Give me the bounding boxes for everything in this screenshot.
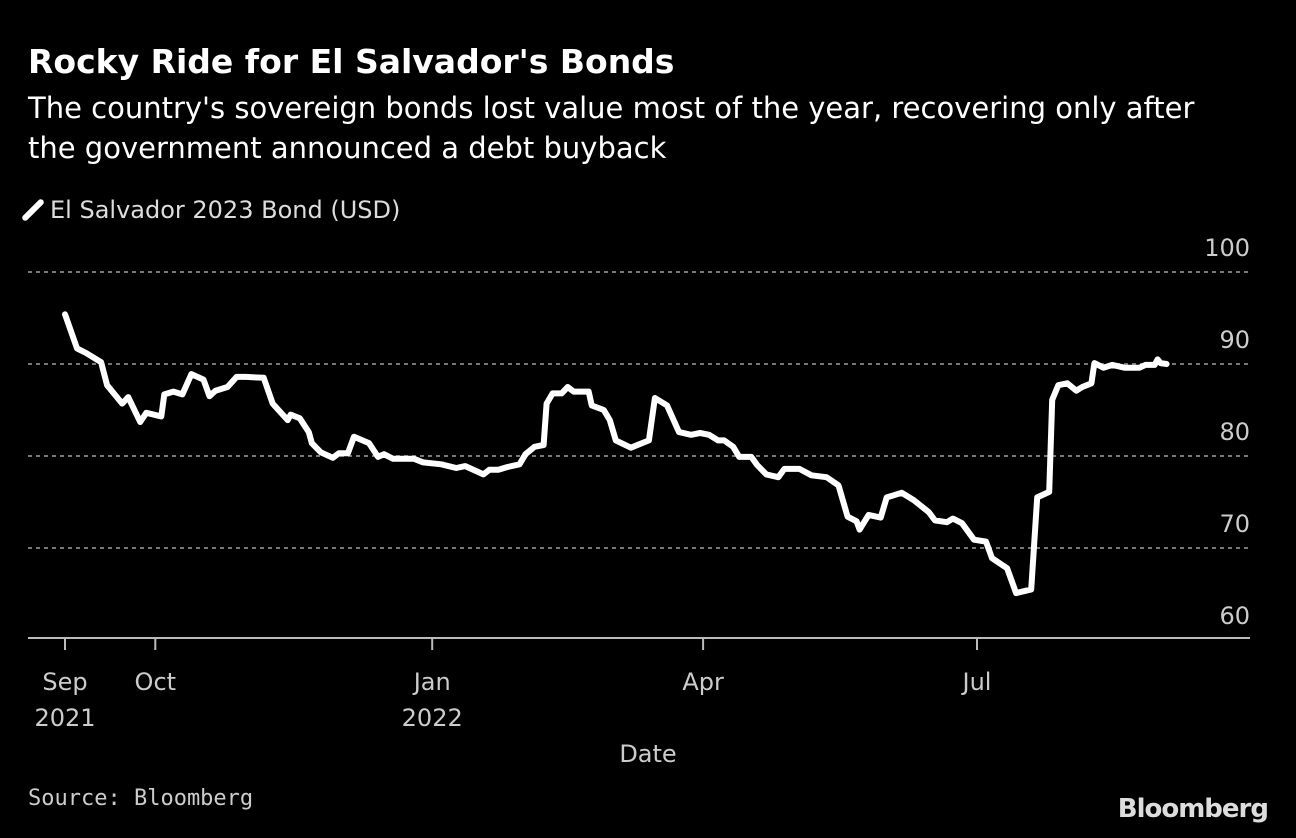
y-tick-label: 70 xyxy=(1219,510,1250,538)
source-note: Source: Bloomberg xyxy=(28,786,254,811)
y-tick-label: 90 xyxy=(1219,326,1250,354)
x-tick-label: Jan xyxy=(412,668,451,696)
x-tick-year-label: 2021 xyxy=(34,704,95,732)
legend-label: El Salvador 2023 Bond (USD) xyxy=(50,196,401,224)
chart-subtitle: The country's sovereign bonds lost value… xyxy=(28,91,1195,165)
chart-title: Rocky Ride for El Salvador's Bonds xyxy=(28,42,675,81)
y-tick-label: 60 xyxy=(1219,602,1250,630)
y-tick-label: 80 xyxy=(1219,418,1250,446)
y-tick-label: 100 xyxy=(1204,234,1250,262)
series-line-el-salvador-2023-bond xyxy=(62,311,1170,597)
bloomberg-logo: Bloomberg xyxy=(1117,794,1269,824)
x-axis-title: Date xyxy=(619,740,676,768)
x-tick-year-label: 2022 xyxy=(402,704,463,732)
x-tick-label: Apr xyxy=(682,668,724,696)
x-tick-label: Sep xyxy=(42,668,87,696)
legend: El Salvador 2023 Bond (USD) xyxy=(20,196,401,224)
x-tick-label: Oct xyxy=(135,668,177,696)
x-tick-label: Jul xyxy=(961,668,992,696)
